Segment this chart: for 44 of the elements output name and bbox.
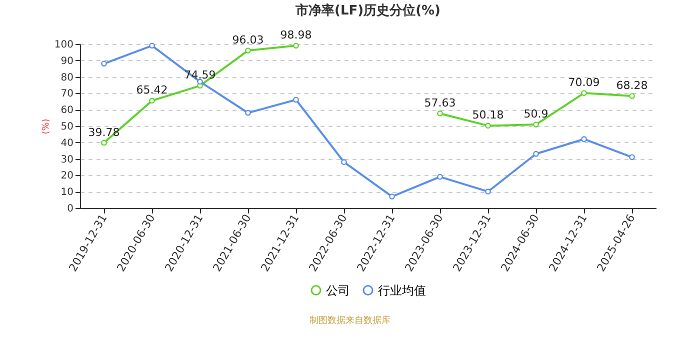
point	[437, 174, 443, 180]
legend-label: 公司	[326, 283, 350, 298]
data-label: 70.09	[568, 76, 600, 90]
y-tick-label: 0	[67, 204, 74, 214]
point	[629, 93, 635, 99]
y-tick-label: 40	[60, 138, 74, 149]
point	[101, 60, 107, 67]
point	[581, 136, 587, 142]
point	[437, 110, 443, 116]
point	[581, 90, 587, 96]
text: 制图数据来自数据库	[308, 314, 392, 327]
point	[341, 159, 347, 166]
point	[245, 110, 251, 116]
data-label: 98.98	[280, 28, 312, 42]
y-tick-label: 80	[60, 72, 74, 84]
point	[485, 188, 491, 195]
point	[485, 122, 491, 129]
point	[293, 96, 299, 103]
legend-label: 行业均值	[378, 283, 426, 298]
data-label: 50.9	[524, 108, 548, 121]
point	[389, 194, 395, 200]
y-tick-label: 100	[54, 40, 74, 50]
y-tick-label: 10	[60, 187, 74, 198]
data-label: 50.18	[472, 108, 504, 122]
y-tick-label: 90	[60, 56, 74, 67]
y-tick-label: 50	[60, 122, 74, 132]
point	[245, 48, 251, 54]
y-tick-label: 30	[60, 154, 74, 166]
y-tick-label: 20	[60, 170, 74, 182]
y-tick-label: 60	[60, 105, 74, 116]
chart-title: 市净率(LF)历史分位(%)	[294, 2, 440, 19]
data-label: 57.63	[424, 96, 456, 110]
y-axis-title: (%)	[41, 118, 52, 134]
point	[101, 140, 107, 146]
y-tick-label: 70	[60, 88, 74, 100]
point	[533, 150, 539, 157]
data-label: 96.03	[232, 34, 264, 47]
data-label: 65.42	[136, 84, 168, 97]
data-label: 68.28	[616, 79, 648, 92]
point	[149, 98, 155, 104]
point	[533, 122, 539, 128]
point	[149, 42, 155, 49]
point	[293, 42, 299, 49]
point	[629, 154, 635, 160]
